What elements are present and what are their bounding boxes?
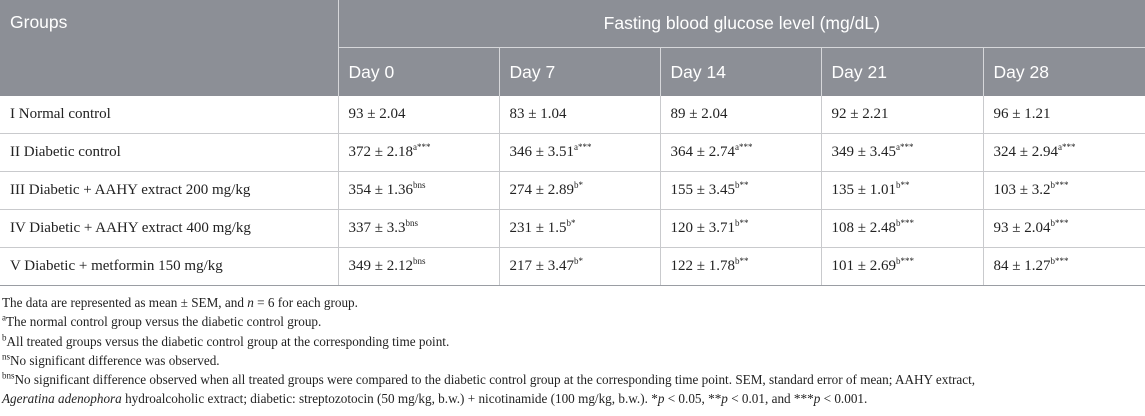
- table-header: Groups Fasting blood glucose level (mg/d…: [0, 0, 1145, 96]
- glucose-cell: 346 ± 3.51a***: [498, 133, 660, 172]
- significance-mark: b***: [895, 256, 914, 266]
- glucose-table: Groups Fasting blood glucose level (mg/d…: [0, 0, 1145, 286]
- glucose-cell: 349 ± 3.45a***: [820, 133, 983, 172]
- glucose-value: 101 ± 2.69: [831, 258, 896, 274]
- glucose-value: 135 ± 1.01: [831, 182, 896, 198]
- significance-mark: a***: [734, 142, 753, 152]
- glucose-value: 231 ± 1.5: [509, 220, 567, 236]
- glucose-cell: 372 ± 2.18a***: [337, 133, 499, 172]
- group-cell: V Diabetic + metformin 150 mg/kg: [0, 247, 338, 286]
- group-cell: I Normal control: [0, 96, 338, 134]
- significance-mark: b*: [566, 218, 576, 228]
- footnote-data: The data are represented as mean ± SEM, …: [2, 295, 358, 310]
- significance-mark: b***: [1050, 180, 1069, 190]
- group-cell: IV Diabetic + AAHY extract 400 mg/kg: [0, 209, 338, 248]
- group-cell: II Diabetic control: [0, 133, 338, 172]
- table-row: V Diabetic + metformin 150 mg/kg 349 ± 2.…: [0, 247, 1145, 286]
- table-body: I Normal control 93 ± 2.04 83 ± 1.04 89 ± 2…: [0, 96, 1145, 286]
- significance-mark: bns: [412, 180, 426, 190]
- glucose-cell: 83 ± 1.04: [498, 96, 660, 134]
- significance-mark: a***: [573, 142, 592, 152]
- day-header: Day 0: [337, 47, 499, 96]
- glucose-cell: 364 ± 2.74a***: [659, 133, 821, 172]
- glucose-cell: 96 ± 1.21: [982, 96, 1145, 134]
- glucose-cell: 89 ± 2.04: [659, 96, 821, 134]
- significance-mark: b***: [895, 218, 914, 228]
- glucose-value: 346 ± 3.51: [509, 144, 574, 160]
- glucose-value: 92 ± 2.21: [831, 106, 889, 122]
- significance-mark: bns: [412, 256, 426, 266]
- table-row: I Normal control 93 ± 2.04 83 ± 1.04 89 ± 2…: [0, 96, 1145, 134]
- glucose-cell: 103 ± 3.2b***: [982, 171, 1145, 210]
- glucose-value: 84 ± 1.27: [993, 258, 1051, 274]
- glucose-cell: 135 ± 1.01b**: [820, 171, 983, 210]
- day-header: Day 14: [659, 47, 821, 96]
- groups-header: Groups: [0, 0, 338, 96]
- glucose-cell: 84 ± 1.27b***: [982, 247, 1145, 286]
- glucose-cell: 93 ± 2.04: [337, 96, 499, 134]
- significance-mark: b***: [1050, 256, 1069, 266]
- footnote-a: aThe normal control group versus the dia…: [2, 312, 322, 330]
- glucose-value: 93 ± 2.04: [993, 220, 1051, 236]
- glucose-cell: 349 ± 2.12bns: [337, 247, 499, 286]
- significance-mark: a***: [1057, 142, 1076, 152]
- glucose-value: 324 ± 2.94: [993, 144, 1058, 160]
- glucose-value: 83 ± 1.04: [509, 106, 567, 122]
- glucose-cell: 155 ± 3.45b**: [659, 171, 821, 210]
- glucose-value: 372 ± 2.18: [348, 144, 413, 160]
- day-header: Day 28: [982, 47, 1145, 96]
- glucose-cell: 231 ± 1.5b*: [498, 209, 660, 248]
- table-footnotes: The data are represented as mean ± SEM, …: [0, 286, 1145, 409]
- glucose-cell: 120 ± 3.71b**: [659, 209, 821, 248]
- group-cell: III Diabetic + AAHY extract 200 mg/kg: [0, 171, 338, 210]
- footnote-abbreviations: Ageratina adenophora hydroalcoholic extr…: [2, 391, 868, 407]
- significance-mark: b**: [734, 256, 749, 266]
- glucose-value: 120 ± 3.71: [670, 220, 735, 236]
- glucose-value: 155 ± 3.45: [670, 182, 735, 198]
- significance-mark: b**: [734, 218, 749, 228]
- glucose-value: 93 ± 2.04: [348, 106, 406, 122]
- glucose-value: 89 ± 2.04: [670, 106, 728, 122]
- glucose-cell: 274 ± 2.89b*: [498, 171, 660, 210]
- significance-mark: b*: [573, 256, 583, 266]
- significance-mark: a***: [412, 142, 431, 152]
- day-header: Day 7: [498, 47, 660, 96]
- table-row: III Diabetic + AAHY extract 200 mg/kg 354…: [0, 171, 1145, 210]
- significance-mark: b**: [895, 180, 910, 190]
- table-row: II Diabetic control 372 ± 2.18a*** 346 ± 3…: [0, 133, 1145, 172]
- glucose-value: 349 ± 2.12: [348, 258, 413, 274]
- table-row: IV Diabetic + AAHY extract 400 mg/kg 337 …: [0, 209, 1145, 248]
- significance-mark: bns: [405, 218, 418, 228]
- glucose-value: 337 ± 3.3: [348, 220, 406, 236]
- glucose-value: 354 ± 1.36: [348, 182, 413, 198]
- glucose-value: 96 ± 1.21: [993, 106, 1051, 122]
- glucose-cell: 92 ± 2.21: [820, 96, 983, 134]
- glucose-value: 349 ± 3.45: [831, 144, 896, 160]
- glucose-cell: 108 ± 2.48b***: [820, 209, 983, 248]
- glucose-value: 217 ± 3.47: [509, 258, 574, 274]
- footnote-ns: nsNo significant difference was observed…: [2, 351, 220, 368]
- glucose-value: 364 ± 2.74: [670, 144, 735, 160]
- glucose-cell: 217 ± 3.47b*: [498, 247, 660, 286]
- glucose-cell: 337 ± 3.3bns: [337, 209, 499, 248]
- footnote-b: bAll treated groups versus the diabetic …: [2, 332, 450, 349]
- glucose-cell: 93 ± 2.04b***: [982, 209, 1145, 248]
- glucose-cell: 324 ± 2.94a***: [982, 133, 1145, 172]
- footnote-bns: bnsNo significant difference observed wh…: [2, 370, 976, 388]
- glucose-cell: 122 ± 1.78b**: [659, 247, 821, 286]
- significance-mark: b*: [573, 180, 583, 190]
- glucose-cell: 354 ± 1.36bns: [337, 171, 499, 210]
- glucose-cell: 101 ± 2.69b***: [820, 247, 983, 286]
- glucose-value: 103 ± 3.2: [993, 182, 1051, 198]
- significance-mark: a***: [895, 142, 914, 152]
- glucose-value: 108 ± 2.48: [831, 220, 896, 236]
- glucose-value: 274 ± 2.89: [509, 182, 574, 198]
- day-header: Day 21: [820, 47, 983, 96]
- glucose-span-header: Fasting blood glucose level (mg/dL): [337, 0, 1145, 48]
- glucose-value: 122 ± 1.78: [670, 258, 735, 274]
- significance-mark: b**: [734, 180, 749, 190]
- significance-mark: b***: [1050, 218, 1069, 228]
